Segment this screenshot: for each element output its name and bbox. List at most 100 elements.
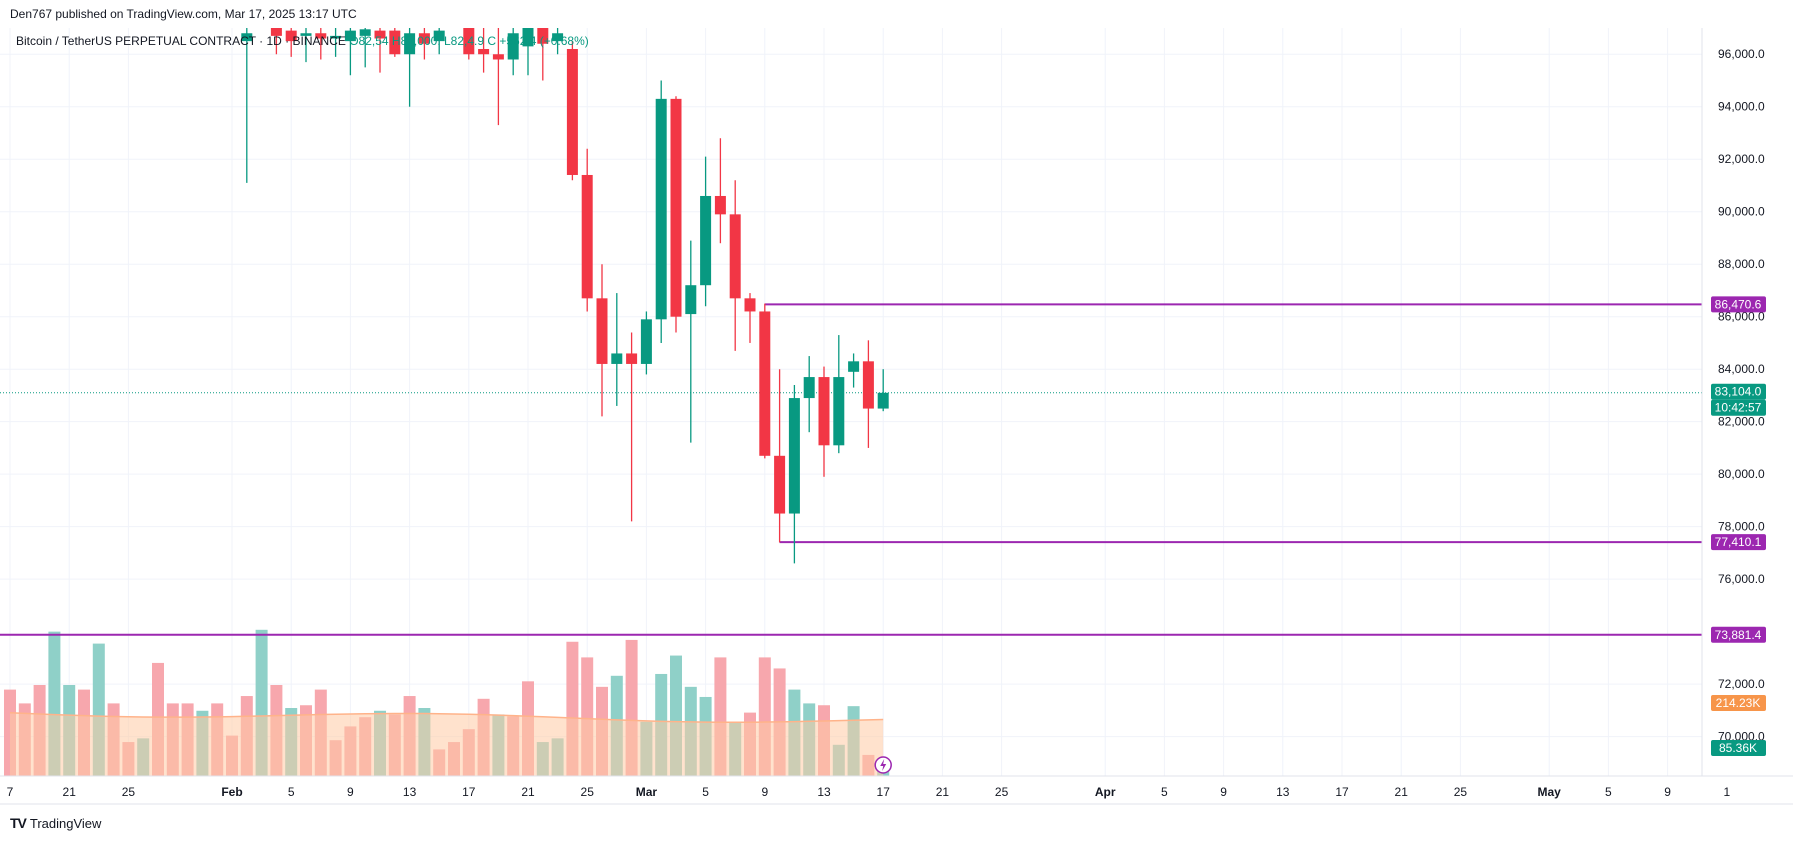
candle-body [803,377,815,399]
candle-body [537,28,549,44]
time-tick-label: 25 [122,785,136,799]
price-tick-label: 80,000.0 [1718,467,1765,481]
candle-body [270,28,282,36]
candle-body [774,455,786,514]
candle-body [744,298,756,312]
tradingview-logo-icon: TV [10,815,27,831]
ohlc-low-suffix: .9 [474,34,485,48]
volume-tag-bg [1711,740,1766,756]
time-tick-label: 13 [1276,785,1290,799]
candle-body [374,30,386,39]
candle-body [463,28,475,55]
volume-ma-area [10,712,884,777]
horizontal-levels [0,303,1702,636]
level-price-tag: 86,470.6 [1715,297,1762,311]
price-tags: 86,470.6 77,410.1 73,881.4 83,104.0 10:42:57… [874,296,1766,774]
time-axis-bg [0,776,1793,804]
symbol-legend: Bitcoin / TetherUS PERPETUAL CONTRACT · … [16,34,589,48]
ohlc-open: O82,54 [349,34,389,48]
footer: TV TradingView [10,815,101,831]
candle-body [478,48,490,55]
candle-body [492,54,504,60]
last-price-tag-bg [1711,383,1766,400]
time-tick-label: 7 [7,785,14,799]
price-tick-label: 88,000.0 [1718,257,1765,271]
candle-body [759,311,771,456]
time-tick-label: 5 [288,785,295,799]
time-tick-label: 21 [521,785,535,799]
time-tick-label: 21 [936,785,950,799]
volume-ma-line [9,711,884,723]
candle-body [418,33,430,44]
price-tick-label: 92,000.0 [1718,152,1765,166]
time-tick-label: Mar [636,785,658,799]
candle-body [848,361,860,372]
candle-body [285,30,297,42]
time-tick-label: 9 [347,785,354,799]
publish-line: Den767 published on TradingView.com, Mar… [10,7,357,21]
candle-body [507,33,519,60]
price-tick-label: 84,000.0 [1718,362,1765,376]
volume-moving-average [9,711,884,777]
time-tick-label: 21 [1395,785,1409,799]
candle-body [581,174,593,299]
volume-tag: 85.36K [1719,741,1757,755]
level-price-tag-bg [1711,534,1766,551]
candle-body [862,361,874,409]
symbol-name: Bitcoin / TetherUS PERPETUAL CONTRACT · … [16,34,346,48]
ohlc-high: H84,000. [391,34,441,48]
volume-ma-tag-bg [1711,695,1766,711]
candle-body [389,30,401,55]
candle-body [315,33,327,39]
candle-body [626,353,638,364]
level-price-tag-bg [1711,296,1766,313]
price-change: +562.4 (+0.68%) [499,34,589,48]
candle-body [788,398,800,514]
candle-body [655,98,667,320]
price-tick-label: 72,000.0 [1718,677,1765,691]
time-tick-label: 25 [995,785,1009,799]
time-tick-label: 13 [403,785,417,799]
time-tick-label: 21 [63,785,77,799]
time-tick-label: 1 [1723,785,1730,799]
time-tick-label: 25 [581,785,595,799]
time-tick-label: Apr [1095,785,1116,799]
price-tick-label: 76,000.0 [1718,572,1765,586]
price-tick-label: 78,000.0 [1718,520,1765,534]
candlesticks [241,28,889,564]
price-tick-label: 86,000.0 [1718,310,1765,324]
ohlc-low: L82,4 [443,34,474,48]
time-tick-label: 5 [1161,785,1168,799]
time-tick-label: 5 [1605,785,1612,799]
candle-body [833,377,845,446]
countdown-tag: 10:42:57 [1715,401,1762,415]
candle-body [522,28,534,47]
time-tick-label: 5 [702,785,709,799]
time-tick-label: 9 [1220,785,1227,799]
candle-body [241,33,253,42]
time-axis: 7 21 25 Feb 5 9 13 17 21 25 Mar 5 9 13 17 21 25 Apr 5 9 13 17… [0,775,1793,805]
lightning-bolt [880,759,887,771]
price-axis: 96,000.0 94,000.0 92,000.0 90,000.0 88,000.0… [1701,28,1793,804]
candle-body [330,35,342,39]
candle-body [729,214,741,299]
candle-body [611,353,623,364]
last-price-tag: 83,104.0 [1715,385,1762,399]
candle-body [300,33,312,36]
candle-body [566,48,578,175]
candle-body [670,98,682,317]
time-tick-label: May [1538,785,1562,799]
candle-body [596,298,608,364]
time-tick-label: 17 [462,785,476,799]
candle-body [818,377,830,446]
ohlc-close: C [487,34,497,48]
level-price-tag-bg [1711,626,1766,643]
candle-body [433,30,445,42]
candle-body [640,319,652,364]
countdown-tag-bg [1711,399,1766,416]
time-tick-label: 17 [1335,785,1349,799]
price-tick-label: 96,000.0 [1718,47,1765,61]
level-price-tag: 73,881.4 [1715,628,1762,642]
candle-body [714,195,726,215]
